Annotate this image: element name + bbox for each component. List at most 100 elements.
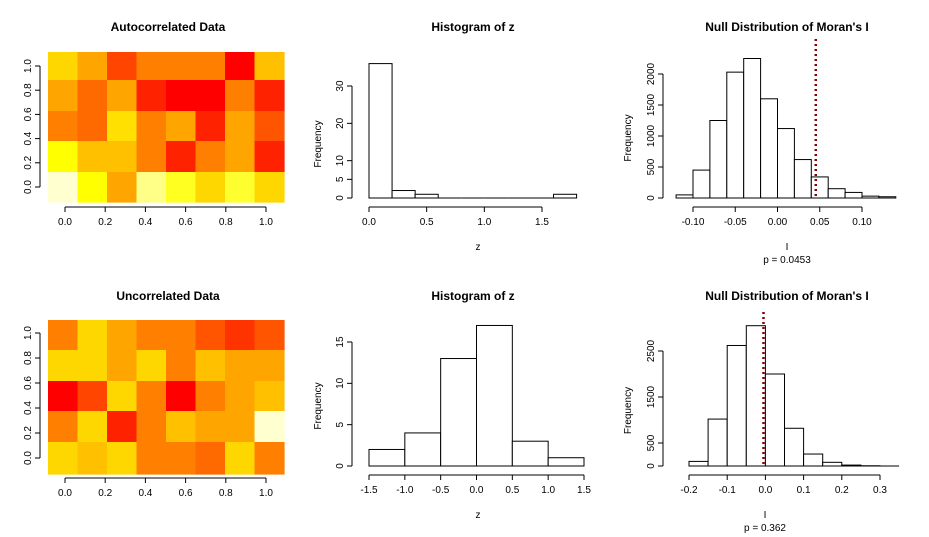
- heatmap-cell: [195, 111, 226, 142]
- heatmap-cell: [225, 80, 256, 112]
- heatmap-cell: [77, 411, 108, 443]
- heatmap-cell: [254, 442, 285, 475]
- x-tick-label: -0.10: [682, 217, 705, 228]
- heatmap-cell: [195, 172, 226, 203]
- histogram-panel-5: Null Distribution of Moran's I -0.2 -0.1 0.…: [623, 289, 900, 534]
- y-axis-label: Frequency: [623, 114, 634, 161]
- x-tick-label: 0.5: [505, 485, 519, 496]
- heatmap-cell: [48, 172, 79, 203]
- x-tick-label: 0.2: [98, 217, 112, 228]
- histogram-panel-2: Null Distribution of Moran's I -0.10 -0.05…: [623, 20, 897, 266]
- heatmap-cell: [195, 381, 226, 412]
- heatmap-cell: [225, 381, 256, 412]
- x-tick-label: 0.0: [362, 217, 376, 228]
- x-axis-label: I: [764, 510, 767, 521]
- heatmap-cell: [166, 442, 197, 475]
- heatmap-cell: [195, 350, 226, 382]
- histogram-bar: [764, 373, 786, 467]
- heatmap-cell: [77, 52, 108, 81]
- heatmap-cell: [136, 320, 167, 351]
- heatmap-cell: [77, 442, 108, 475]
- heatmap-cell: [136, 411, 167, 443]
- p-value-label: p = 0.0453: [763, 255, 811, 266]
- y-tick-label: 0: [335, 195, 346, 201]
- x-tick-label: 0.6: [179, 217, 193, 228]
- heatmap-cell: [225, 111, 256, 142]
- y-axis-label: Frequency: [313, 382, 324, 429]
- x-tick-label: 0.5: [420, 217, 434, 228]
- y-tick-label: 30: [335, 80, 346, 92]
- heatmap-cell: [107, 52, 138, 81]
- x-tick-label: 0.4: [138, 217, 152, 228]
- histogram-bar: [844, 191, 863, 199]
- heatmap-cell: [77, 141, 108, 173]
- histogram-bar: [688, 460, 709, 467]
- heatmap-cell: [195, 52, 226, 81]
- histogram-panel-1: Histogram of z 0.0 0.5 1.0 1.5 0 5 10 20 30 Freque…: [313, 20, 578, 253]
- heatmap-cell: [166, 111, 197, 142]
- x-tick-label: 1.0: [477, 217, 491, 228]
- heatmap-cell: [77, 172, 108, 203]
- heatmap-cell: [136, 442, 167, 475]
- x-tick-label: 0.1: [797, 485, 811, 496]
- heatmap-panel-3: Uncorrelated Data 0.0 0.2 0.4 0.6 0.8 1.0 0.0 0.…: [23, 289, 285, 499]
- x-tick-label: 1.0: [259, 217, 273, 228]
- histogram-bar: [745, 325, 766, 467]
- heatmap-cell: [225, 442, 256, 475]
- y-tick-label: 1.0: [23, 326, 34, 340]
- heatmap-cell: [166, 411, 197, 443]
- heatmap-cell: [48, 111, 79, 142]
- histogram-bar: [726, 344, 747, 467]
- heatmap-cell: [254, 381, 285, 412]
- y-tick-label: 0.0: [23, 180, 34, 194]
- histogram-bar: [391, 190, 416, 199]
- y-tick-label: 0.4: [23, 401, 34, 415]
- heatmap-cell: [107, 111, 138, 142]
- heatmap-cell: [254, 52, 285, 81]
- heatmap-cell: [225, 52, 256, 81]
- y-tick-label: 0.2: [23, 155, 34, 169]
- x-axis-label: z: [476, 510, 481, 521]
- heatmap-cell: [107, 442, 138, 475]
- heatmap-cell: [48, 52, 79, 81]
- y-tick-label: 1500: [646, 385, 657, 408]
- histogram-bar: [861, 195, 880, 199]
- x-tick-label: 0.4: [138, 488, 152, 499]
- heatmap-cell: [136, 381, 167, 412]
- x-tick-label: 0.0: [758, 485, 772, 496]
- y-tick-label: 15: [335, 336, 346, 348]
- histogram-bar: [743, 58, 762, 199]
- x-tick-label: 1.5: [535, 217, 549, 228]
- x-tick-label: 1.0: [259, 488, 273, 499]
- y-tick-label: 500: [646, 158, 657, 175]
- histogram-bar: [368, 63, 393, 199]
- heatmap-cell: [77, 111, 108, 142]
- heatmap-cell: [136, 350, 167, 382]
- x-tick-label: 0.8: [219, 217, 233, 228]
- heatmap-cell: [254, 141, 285, 173]
- chart-title: Histogram of z: [431, 289, 514, 303]
- heatmap-cell: [166, 350, 197, 382]
- y-tick-label: 10: [335, 155, 346, 167]
- y-axis-label: Frequency: [313, 120, 324, 167]
- heatmap-cell: [195, 411, 226, 443]
- y-tick-label: 0.8: [23, 83, 34, 97]
- x-tick-label: 0.2: [98, 488, 112, 499]
- heatmap-cell: [225, 350, 256, 382]
- histogram-bar: [414, 193, 439, 199]
- x-tick-label: 0.0: [470, 485, 484, 496]
- y-tick-label: 2000: [646, 62, 657, 85]
- y-tick-label: 1000: [646, 124, 657, 147]
- y-tick-label: 0.4: [23, 131, 34, 145]
- heatmap-cell: [254, 350, 285, 382]
- x-tick-label: 0.3: [873, 485, 887, 496]
- histogram-bar: [726, 71, 745, 199]
- histogram-bar: [803, 453, 824, 467]
- heatmap-cell: [107, 411, 138, 443]
- heatmap-cell: [77, 80, 108, 112]
- histogram-bar: [675, 194, 694, 199]
- heatmap-cell: [195, 80, 226, 112]
- p-value-label: p = 0.362: [744, 523, 786, 534]
- histogram-bar: [841, 464, 862, 467]
